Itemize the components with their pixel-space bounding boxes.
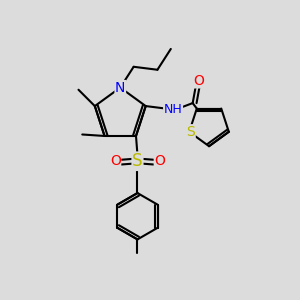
Text: S: S bbox=[132, 152, 143, 170]
Text: NH: NH bbox=[164, 103, 182, 116]
Text: S: S bbox=[186, 125, 195, 139]
Text: O: O bbox=[110, 154, 121, 168]
Text: N: N bbox=[115, 81, 125, 94]
Text: O: O bbox=[193, 74, 204, 88]
Text: O: O bbox=[154, 154, 165, 168]
